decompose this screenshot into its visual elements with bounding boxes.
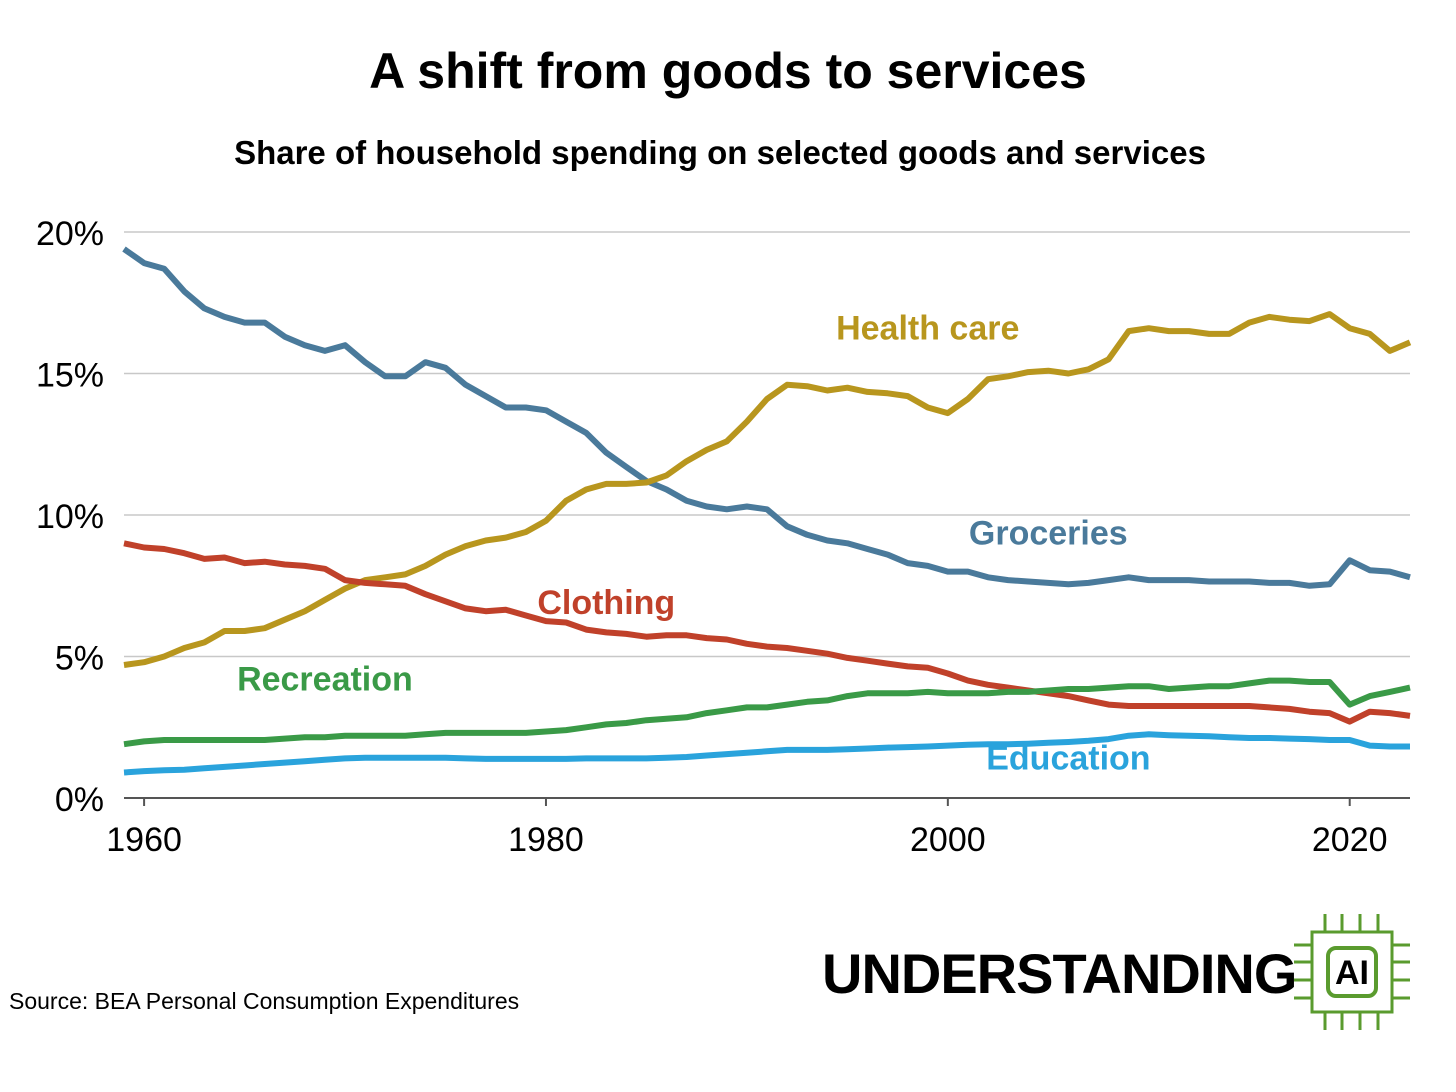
x-tick-label: 1980 bbox=[508, 821, 584, 859]
chip-icon: AI bbox=[1294, 914, 1410, 1030]
series-line-recreation bbox=[123, 677, 1411, 748]
series-label-recreation: Recreation bbox=[237, 660, 413, 698]
y-tick-label: 0% bbox=[55, 781, 104, 819]
x-tick-label: 2020 bbox=[1312, 821, 1388, 859]
series-line-education bbox=[123, 731, 1410, 776]
x-tick-label: 2000 bbox=[910, 821, 986, 859]
y-tick-label: 20% bbox=[36, 215, 104, 253]
logo-chip-text: AI bbox=[1335, 954, 1369, 992]
source-note: Source: BEA Personal Consumption Expendi… bbox=[9, 988, 520, 1014]
y-tick-label: 15% bbox=[36, 357, 104, 395]
understanding-ai-logo: UNDERSTANDING AI bbox=[820, 904, 1420, 1044]
y-tick-label: 10% bbox=[36, 498, 104, 536]
chart-subtitle: Share of household spending on selected … bbox=[234, 134, 1206, 171]
chart-title: A shift from goods to services bbox=[369, 43, 1087, 99]
series-label-clothing: Clothing bbox=[537, 584, 675, 622]
series-label-groceries: Groceries bbox=[969, 515, 1128, 553]
series-label-education: Education bbox=[986, 740, 1150, 778]
series-label-health-care: Health care bbox=[836, 310, 1019, 348]
series-line-groceries bbox=[122, 246, 1411, 589]
series-line-clothing bbox=[123, 540, 1411, 725]
line-chart: 0% 5% 10% 15% 20% 1960 1980 2000 2020 Groceries He… bbox=[36, 215, 1412, 859]
series-line-health-care bbox=[123, 311, 1412, 668]
y-tick-label: 5% bbox=[55, 640, 104, 678]
logo-wordmark: UNDERSTANDING bbox=[822, 942, 1297, 1005]
x-tick-label: 1960 bbox=[106, 821, 182, 859]
